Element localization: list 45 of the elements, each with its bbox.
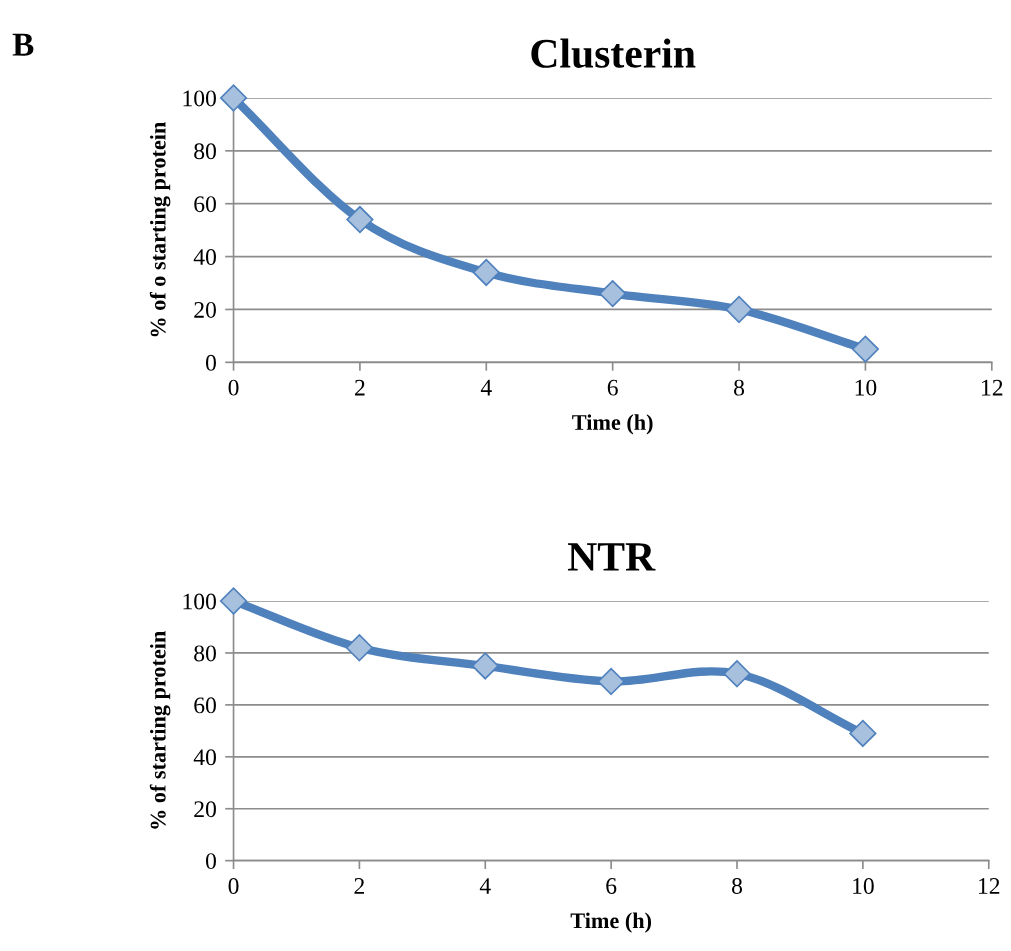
point — [725, 295, 753, 324]
y-axis-title: % of o starting protein — [149, 122, 171, 337]
chart-title: Clusterin — [531, 38, 696, 68]
x-tick-label: 10 — [853, 878, 874, 894]
point — [345, 634, 374, 662]
x-tick-label: 4 — [480, 379, 492, 396]
x-tick-label: 6 — [606, 878, 617, 894]
point — [599, 279, 627, 308]
x-tick-label: 8 — [734, 379, 745, 396]
x-tick-label: 12 — [979, 878, 1000, 894]
y-tick-label: 0 — [205, 853, 216, 870]
x-tick-label: 2 — [354, 878, 365, 894]
chart-title: NTR — [567, 543, 656, 571]
y-tick-label: 40 — [193, 249, 216, 265]
point — [723, 660, 751, 688]
point — [346, 205, 374, 234]
y-tick-label: 40 — [193, 749, 216, 766]
x-tick-label: 0 — [228, 379, 239, 396]
x-tick-label: 2 — [355, 379, 365, 396]
point — [219, 587, 248, 615]
x-tick-label: 4 — [479, 878, 491, 894]
y-tick-label: 80 — [194, 143, 216, 160]
point — [472, 258, 500, 287]
point — [851, 335, 880, 363]
point — [471, 652, 499, 680]
x-tick-label: 0 — [228, 878, 239, 894]
x-tick-label: 10 — [855, 379, 877, 396]
y-tick-label: 60 — [194, 196, 216, 213]
y-tick-label: 100 — [183, 593, 216, 610]
x-axis-title: Time (h) — [570, 912, 652, 933]
x-tick-label: 12 — [982, 379, 1003, 396]
x-axis-title: Time (h) — [572, 414, 653, 435]
y-tick-label: 100 — [183, 90, 216, 107]
y-axis-title: % of starting protein — [149, 631, 171, 829]
point — [597, 667, 625, 696]
point — [219, 84, 248, 112]
y-tick-label: 0 — [205, 354, 216, 371]
text: B — [12, 33, 34, 56]
x-tick-label: 6 — [607, 379, 618, 396]
x-tick-label: 8 — [732, 878, 743, 894]
y-tick-label: 20 — [194, 301, 216, 318]
y-tick-label: 80 — [194, 645, 216, 662]
y-tick-label: 60 — [194, 697, 216, 714]
y-tick-label: 20 — [194, 801, 216, 818]
point — [849, 719, 877, 748]
